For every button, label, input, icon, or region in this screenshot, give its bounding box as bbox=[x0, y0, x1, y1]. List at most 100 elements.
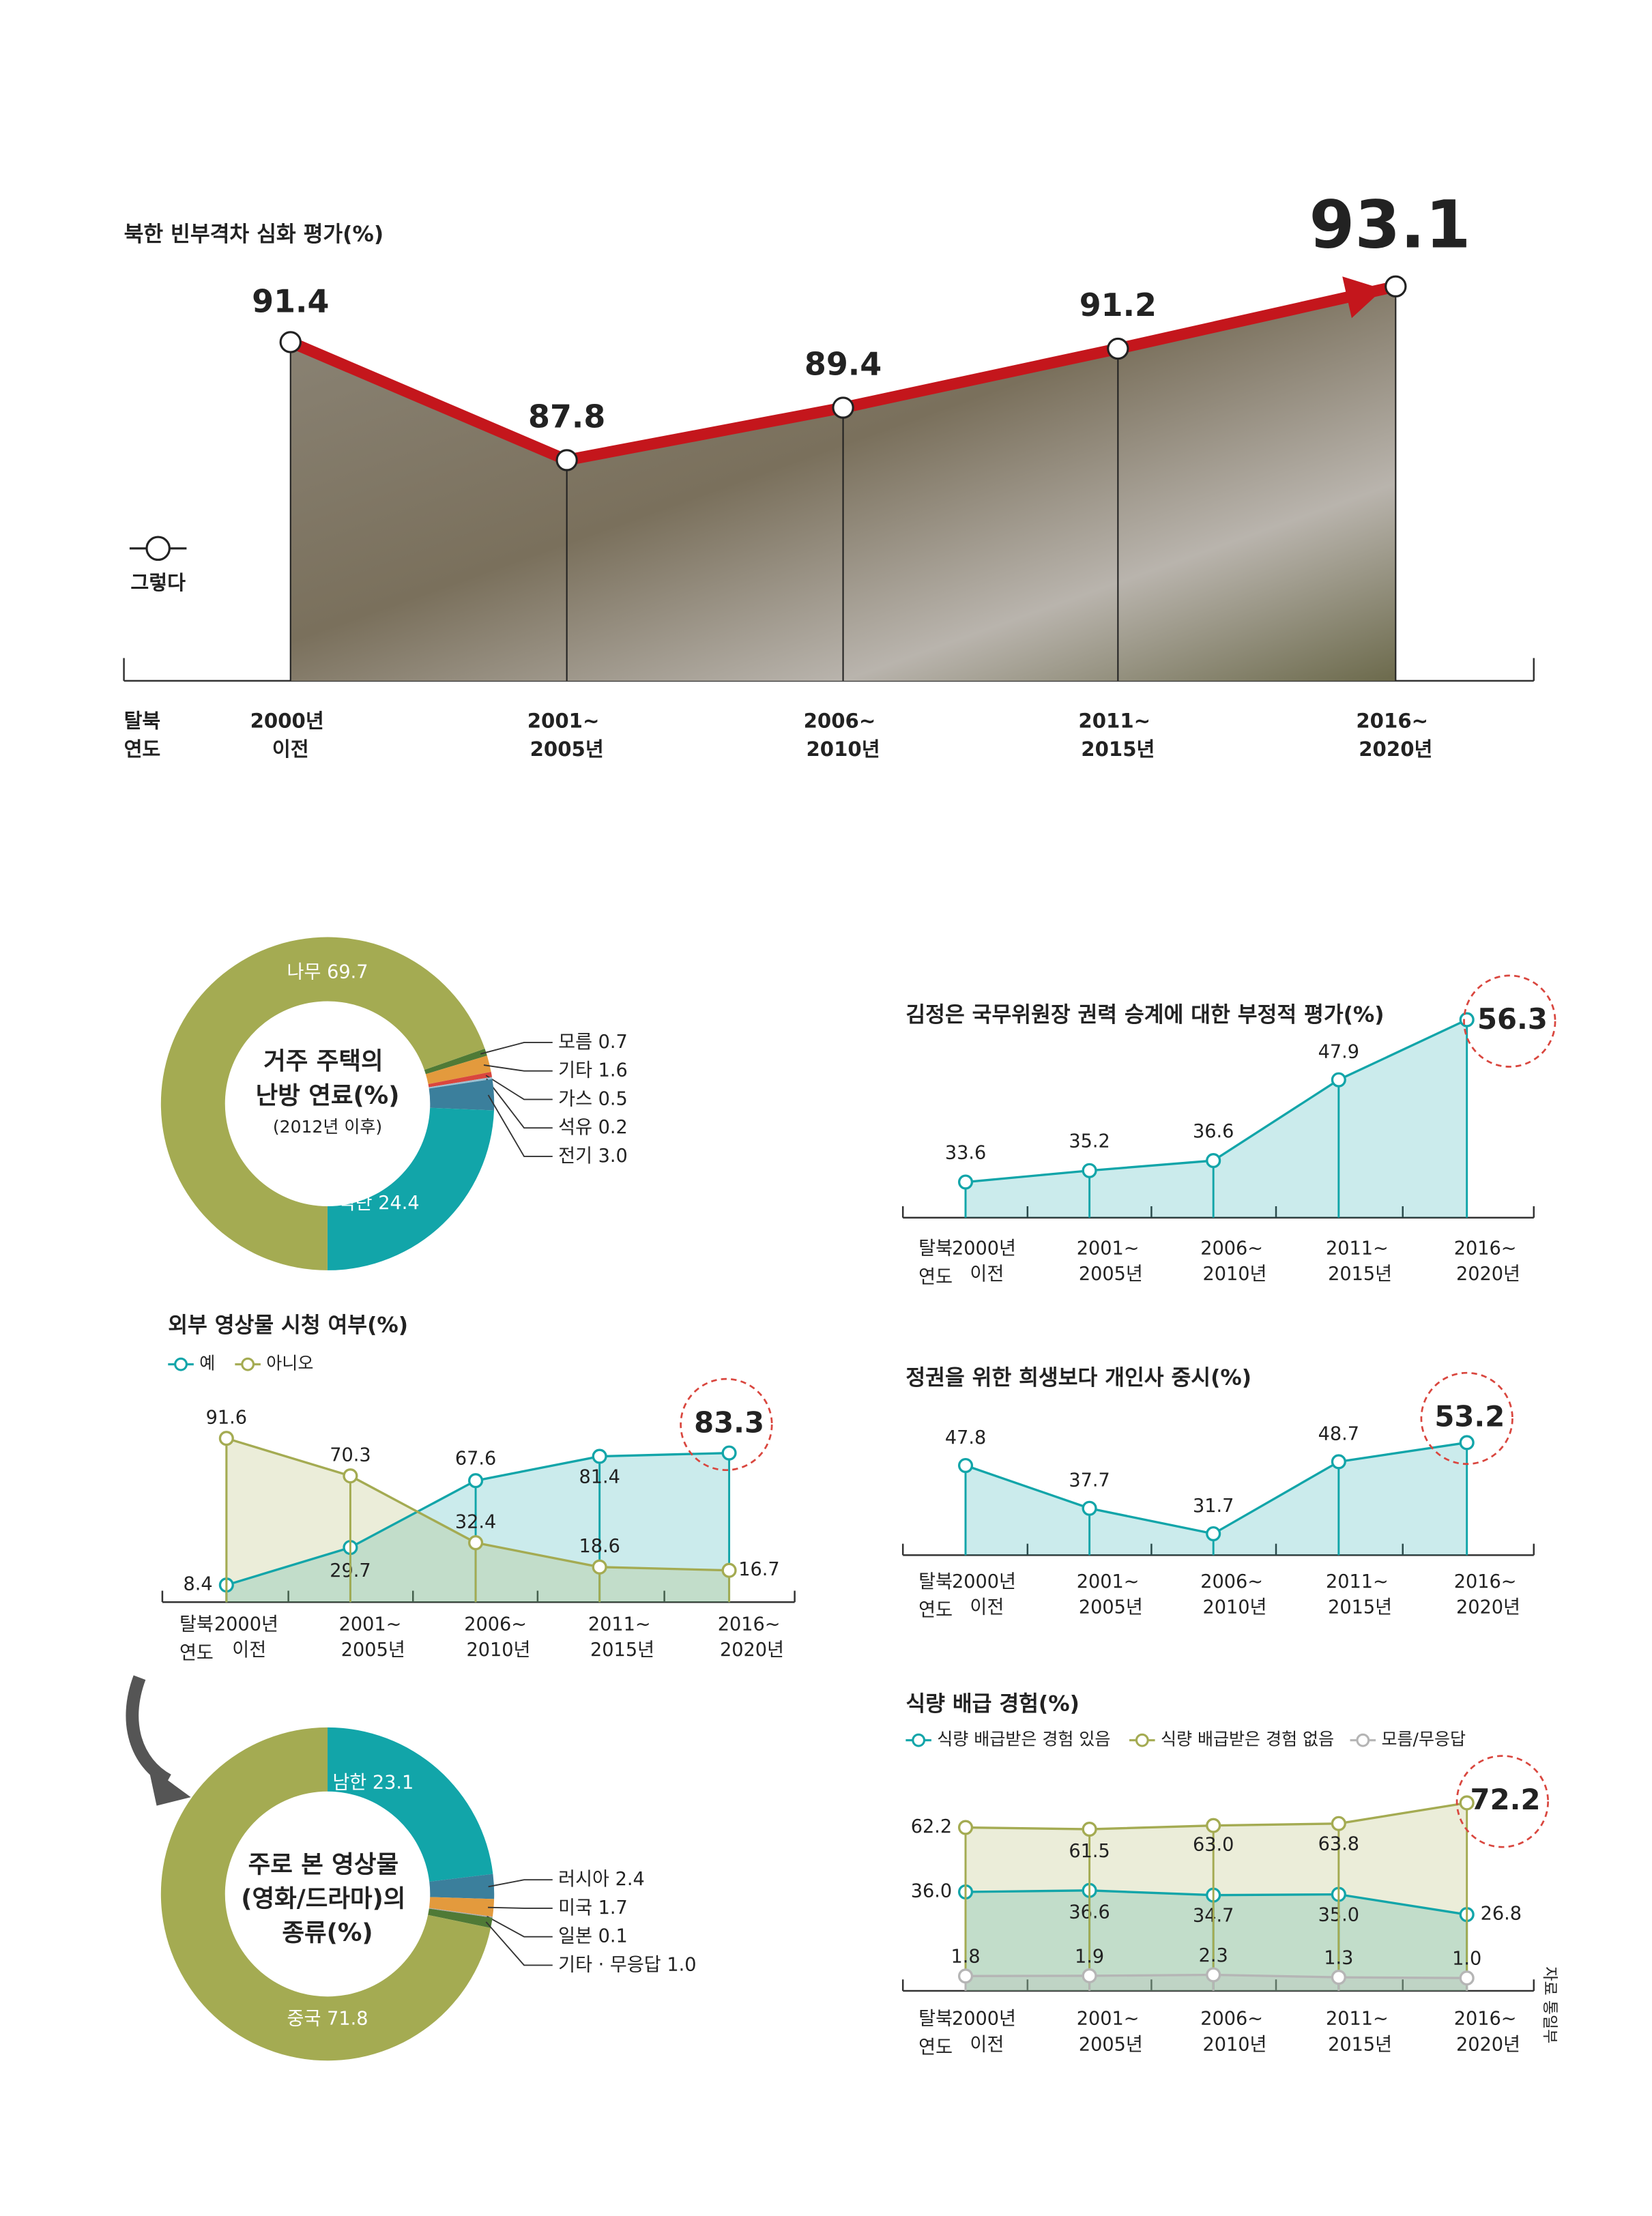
label-part: 69.7 bbox=[327, 961, 368, 982]
value-label: 61.5 bbox=[1069, 1841, 1110, 1862]
label-part: 기타 · 무응답 bbox=[558, 1954, 661, 1975]
label-part: 석탄 bbox=[338, 1192, 373, 1213]
data-point bbox=[1459, 1435, 1475, 1450]
legend-label: 식량 배급받은 경험 있음 bbox=[937, 1730, 1110, 1749]
highlight-ring bbox=[1463, 974, 1556, 1068]
legend-marker bbox=[912, 1733, 926, 1747]
label-part: 24.4 bbox=[378, 1192, 419, 1213]
data-point bbox=[1331, 1454, 1346, 1470]
slice-label: 석탄 24.4 bbox=[338, 1192, 420, 1213]
leader-line bbox=[487, 1094, 553, 1157]
value-label: 8.4 bbox=[184, 1574, 213, 1595]
value-label: 16.7 bbox=[738, 1559, 779, 1580]
slice-label: 기타 · 무응답 1.0 bbox=[558, 1954, 696, 1975]
label-part: 1.6 bbox=[598, 1060, 628, 1081]
donut-subtitle: (2012년 이후) bbox=[273, 1117, 382, 1137]
label-part: 전기 bbox=[558, 1145, 592, 1166]
x-tick-label: 2000년 이전 bbox=[214, 1614, 285, 1661]
value-label: 83.3 bbox=[694, 1405, 764, 1439]
legend-label: 모름/무응답 bbox=[1381, 1730, 1466, 1749]
value-label: 53.2 bbox=[1434, 1399, 1505, 1433]
value-label: 48.7 bbox=[1318, 1423, 1359, 1444]
slice-label: 모름 0.7 bbox=[558, 1031, 628, 1052]
donut-slice bbox=[429, 1079, 495, 1111]
slice-label: 기타 1.6 bbox=[558, 1060, 628, 1081]
value-label: 87.8 bbox=[528, 398, 605, 435]
x-tick-label: 2006~ 2010년 bbox=[1200, 1238, 1269, 1285]
data-point bbox=[343, 1468, 358, 1484]
slice-label: 전기 3.0 bbox=[558, 1145, 628, 1166]
x-axis-label: 탈북 연도 bbox=[179, 1614, 220, 1663]
label-part: 일본 bbox=[558, 1925, 592, 1947]
series-area bbox=[966, 1019, 1467, 1218]
donut-slice bbox=[424, 1049, 487, 1075]
data-point bbox=[1082, 1968, 1097, 1984]
source-note: 자료 통일부 bbox=[1541, 1966, 1559, 2043]
donut-slice bbox=[428, 1072, 493, 1088]
x-tick-label: 2016~ 2020년 bbox=[1454, 1571, 1522, 1618]
label-part: 0.1 bbox=[598, 1925, 628, 1947]
data-point bbox=[468, 1535, 484, 1551]
label-part: 3.0 bbox=[598, 1145, 628, 1166]
slice-label: 나무 69.7 bbox=[287, 961, 368, 982]
data-point bbox=[957, 1968, 974, 1984]
x-axis-label: 탈북 연도 bbox=[918, 1238, 959, 1287]
value-label: 37.7 bbox=[1069, 1470, 1110, 1491]
x-tick-label: 2006~ 2010년 bbox=[1200, 1571, 1269, 1618]
label-part: 기타 bbox=[558, 1060, 592, 1081]
donut-slice bbox=[160, 1727, 491, 2061]
value-label: 1.9 bbox=[1075, 1946, 1104, 1967]
leader-line bbox=[480, 1042, 553, 1055]
x-tick-label: 2016~ 2020년 bbox=[1454, 2008, 1522, 2055]
value-label: 62.2 bbox=[911, 1816, 952, 1837]
leader-line bbox=[483, 1064, 553, 1072]
label-part: 23.1 bbox=[373, 1772, 414, 1793]
value-label: 72.2 bbox=[1470, 1783, 1541, 1816]
value-label: 47.9 bbox=[1318, 1041, 1359, 1062]
x-tick-label: 2011~ 2015년 bbox=[1078, 709, 1157, 761]
data-point bbox=[1331, 1072, 1346, 1088]
data-point bbox=[721, 1562, 737, 1578]
series-area bbox=[966, 1890, 1467, 1991]
value-label: 33.6 bbox=[945, 1142, 986, 1163]
leader-line bbox=[487, 1916, 553, 1938]
donut-slice bbox=[429, 1077, 493, 1089]
x-tick-label: 2001~ 2005년 bbox=[1077, 1238, 1145, 1285]
value-label: 93.1 bbox=[1309, 187, 1471, 263]
donut-slice bbox=[429, 1897, 495, 1917]
slice-label: 일본 0.1 bbox=[558, 1925, 628, 1947]
x-tick-label: 2000년 이전 bbox=[952, 2008, 1022, 2055]
x-tick-label: 2016~ 2020년 bbox=[1454, 1238, 1522, 1285]
data-point bbox=[1107, 337, 1129, 360]
flow-arrow-head bbox=[148, 1766, 191, 1806]
data-point bbox=[957, 1457, 974, 1474]
label-part: 석유 bbox=[558, 1117, 592, 1138]
donut-title: 주로 본 영상물 (영화/드라마)의 종류(%) bbox=[241, 1850, 414, 1947]
value-label: 89.4 bbox=[805, 345, 882, 382]
data-point bbox=[957, 1820, 974, 1835]
x-tick-label: 2016~ 2020년 bbox=[718, 1614, 786, 1661]
x-tick-label: 2000년 이전 bbox=[952, 1571, 1022, 1618]
value-label: 91.2 bbox=[1079, 287, 1157, 323]
slice-label: 가스 0.5 bbox=[558, 1088, 628, 1109]
value-label: 56.3 bbox=[1477, 1002, 1548, 1036]
arrow-head bbox=[1342, 276, 1383, 319]
data-point bbox=[1082, 1163, 1097, 1178]
x-tick-label: 2000년 이전 bbox=[952, 1238, 1022, 1285]
slice-label: 남한 23.1 bbox=[332, 1772, 414, 1793]
data-point bbox=[957, 1174, 974, 1190]
flow-arrow bbox=[126, 1675, 172, 1786]
x-axis-label: 탈북 연도 bbox=[918, 2008, 959, 2058]
value-label: 26.8 bbox=[1481, 1904, 1522, 1925]
x-tick-label: 2001~ 2005년 bbox=[527, 709, 607, 761]
data-point bbox=[1082, 1822, 1097, 1837]
chart-title: 정권을 위한 희생보다 개인사 중시(%) bbox=[905, 1366, 1251, 1390]
value-label: 2.3 bbox=[1199, 1945, 1228, 1966]
legend-marker bbox=[174, 1357, 188, 1371]
label-part: 71.8 bbox=[327, 2008, 368, 2029]
x-tick-label: 2000년 이전 bbox=[250, 709, 331, 761]
leader-line bbox=[485, 1921, 553, 1966]
slice-label: 러시아 2.4 bbox=[558, 1869, 645, 1890]
